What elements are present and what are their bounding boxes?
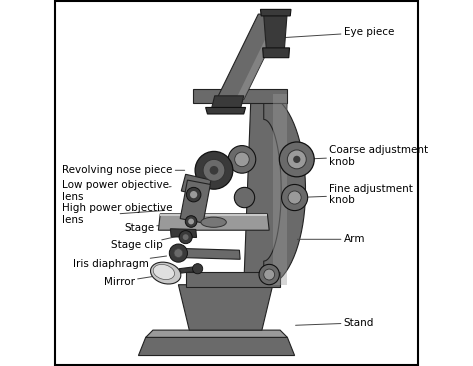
Polygon shape (217, 14, 286, 100)
Circle shape (234, 187, 254, 208)
Polygon shape (170, 229, 197, 238)
Text: Revolving nose piece: Revolving nose piece (62, 165, 184, 175)
Circle shape (195, 152, 233, 189)
Circle shape (188, 219, 194, 224)
Circle shape (174, 249, 183, 257)
Polygon shape (211, 96, 244, 111)
Polygon shape (179, 266, 198, 273)
Circle shape (235, 152, 249, 167)
Polygon shape (178, 285, 273, 330)
Circle shape (179, 231, 192, 244)
Polygon shape (261, 10, 291, 16)
Ellipse shape (201, 217, 226, 227)
Circle shape (210, 166, 219, 175)
Text: Stage: Stage (124, 222, 181, 234)
Circle shape (186, 187, 201, 202)
Polygon shape (185, 272, 280, 287)
Text: Fine adjustment
knob: Fine adjustment knob (299, 184, 413, 205)
Ellipse shape (153, 264, 175, 280)
Polygon shape (244, 94, 288, 287)
Circle shape (264, 269, 275, 280)
Polygon shape (264, 94, 306, 287)
Circle shape (193, 264, 203, 274)
Circle shape (185, 216, 197, 227)
Polygon shape (180, 180, 210, 223)
Polygon shape (273, 94, 288, 285)
Text: Coarse adjustment
knob: Coarse adjustment knob (302, 145, 428, 167)
Circle shape (288, 150, 306, 169)
Circle shape (259, 264, 280, 285)
Polygon shape (178, 249, 240, 259)
Polygon shape (146, 330, 288, 337)
Text: Eye piece: Eye piece (285, 27, 394, 38)
Circle shape (280, 142, 314, 177)
Ellipse shape (150, 262, 181, 284)
Circle shape (203, 159, 225, 181)
Circle shape (169, 244, 187, 262)
Text: Arm: Arm (298, 234, 365, 244)
Polygon shape (181, 174, 211, 197)
Polygon shape (263, 48, 289, 58)
Circle shape (281, 184, 308, 210)
Polygon shape (193, 89, 288, 103)
Text: Mirror: Mirror (104, 276, 156, 287)
Circle shape (288, 191, 301, 204)
Polygon shape (236, 14, 286, 100)
Text: Stage clip: Stage clip (111, 236, 177, 250)
Text: High power objective
lens: High power objective lens (62, 203, 173, 225)
Text: Stand: Stand (296, 318, 374, 328)
Circle shape (190, 191, 197, 198)
Polygon shape (263, 11, 288, 49)
Text: Low power objective
lens: Low power objective lens (62, 180, 171, 202)
Text: Iris diaphragm: Iris diaphragm (73, 256, 166, 269)
Polygon shape (139, 337, 295, 355)
Polygon shape (206, 108, 245, 114)
Circle shape (183, 234, 189, 240)
Polygon shape (160, 214, 267, 216)
Polygon shape (158, 214, 269, 230)
Circle shape (293, 156, 300, 163)
Circle shape (228, 146, 256, 173)
